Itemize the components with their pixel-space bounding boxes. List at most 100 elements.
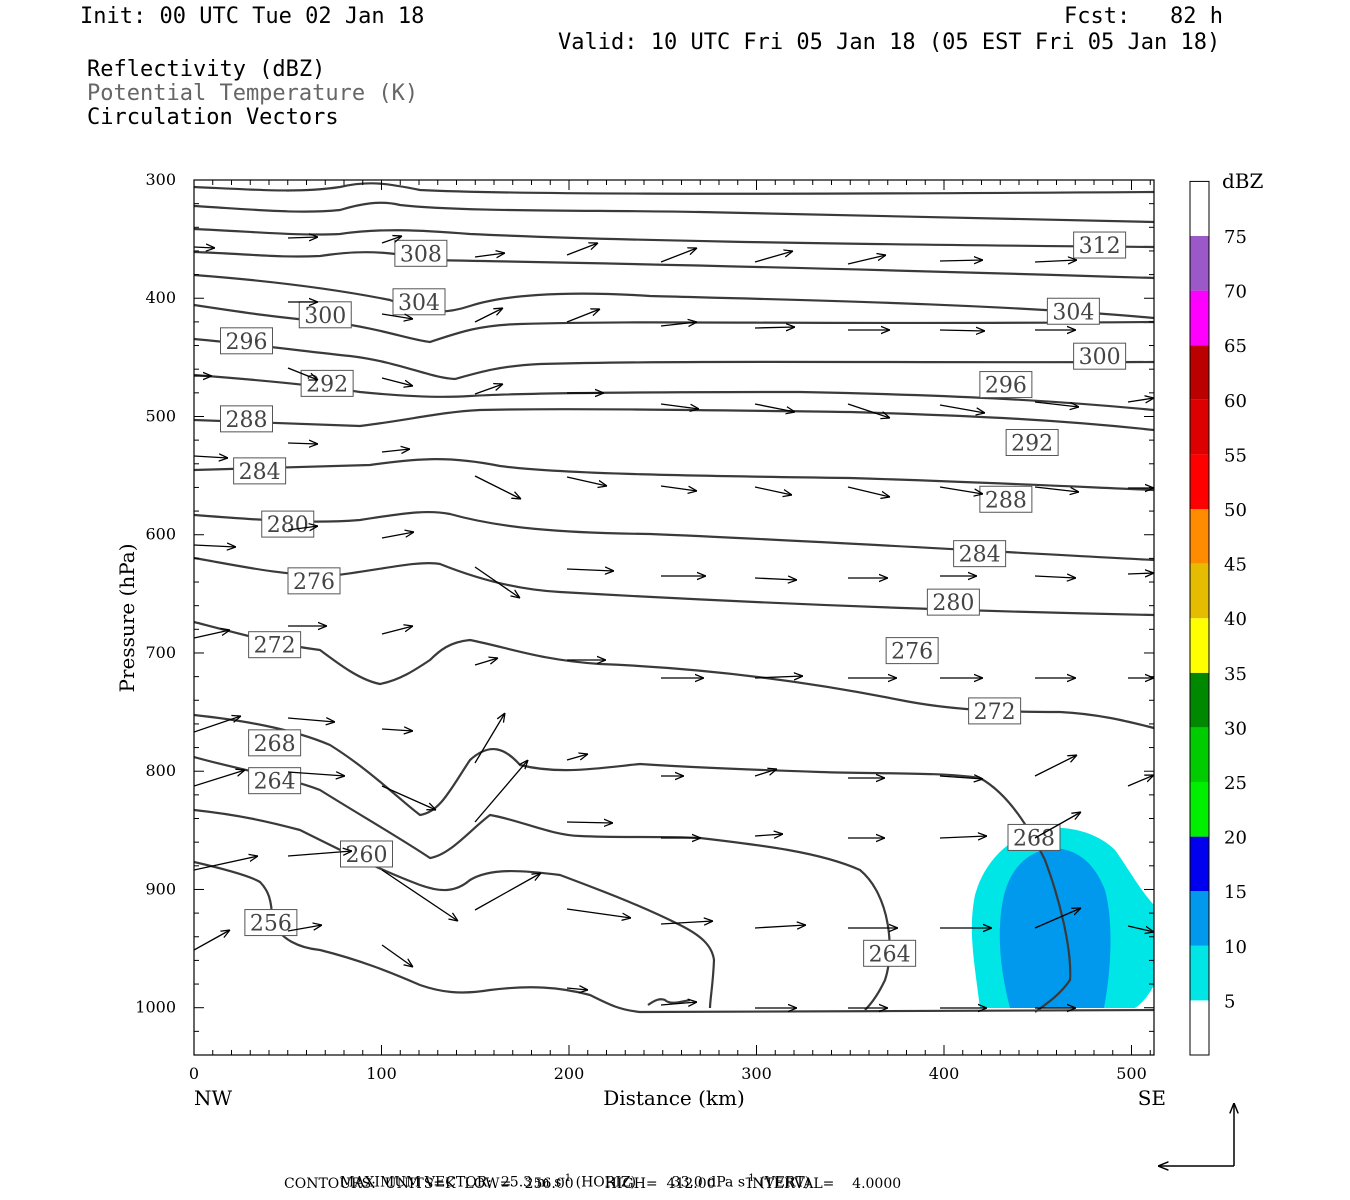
circulation-vector [754, 403, 795, 412]
colorbar-swatch [1190, 399, 1209, 455]
circulation-vector [1034, 755, 1077, 777]
contour-label: 256 [250, 912, 292, 937]
contour-label: 300 [1079, 345, 1121, 370]
contour-label: 264 [869, 942, 911, 967]
circulation-vector [566, 754, 588, 761]
contour-label-box [926, 588, 980, 616]
x-tick-label: 300 [741, 1064, 772, 1083]
contour-label: 304 [398, 291, 440, 316]
circulation-vector [474, 475, 521, 499]
circulation-vector [939, 260, 983, 261]
colorbar-swatch [1190, 672, 1209, 728]
colorbar-tick-label: 60 [1224, 391, 1247, 412]
circulation-vector [474, 384, 503, 395]
contour-label: 296 [985, 374, 1027, 399]
circulation-vector [287, 526, 318, 530]
x-tick-label: 400 [929, 1064, 960, 1083]
circulation-vector [194, 770, 245, 787]
circulation-vector [939, 330, 985, 331]
circulation-vector [939, 836, 987, 838]
y-axis-label: Pressure (hPa) [115, 544, 139, 693]
y-tick-label: 800 [145, 761, 176, 780]
colorbar-tick-label: 20 [1224, 828, 1247, 849]
contour-label: 304 [1052, 300, 1094, 325]
circulation-vector [381, 377, 413, 386]
contour-label: 276 [293, 570, 335, 595]
circulation-vector [194, 247, 215, 248]
contour-label-box [394, 239, 448, 267]
colorbar-tick-label: 5 [1224, 991, 1235, 1012]
circulation-vector [381, 626, 413, 635]
valid-time: Valid: 10 UTC Fri 05 Jan 18 (05 EST Fri … [558, 30, 1221, 55]
circulation-vector [381, 449, 410, 452]
circulation-vector [194, 716, 241, 733]
colorbar-tick-label: 70 [1224, 282, 1247, 303]
contour-label: 260 [346, 843, 388, 868]
colorbar-swatch [1190, 1000, 1209, 1055]
circulation-vector [754, 486, 792, 495]
contour-label-box [248, 729, 302, 757]
colorbar-swatch [1190, 509, 1209, 564]
colorbar-swatch [1190, 563, 1209, 619]
contour-label-box [1073, 231, 1127, 259]
circulation-vector [474, 308, 503, 323]
y-tick-label: 1000 [135, 998, 176, 1017]
circulation-vector [754, 834, 783, 836]
contour-label-box [968, 697, 1022, 725]
contour-label-box [1005, 429, 1059, 456]
plot-frame [193, 179, 1155, 1056]
contours-info: CONTOURS: UNITS=K LOW= 256.00 HIGH= 412.… [284, 1176, 902, 1192]
field-vectors: Circulation Vectors [87, 105, 339, 130]
vert-exponent: -1 [745, 1173, 755, 1184]
circulation-vector [1034, 812, 1081, 839]
contour-labels: 308 312 304 304 300 300 296 296 292 292 288 288 284 2… [220, 231, 1127, 967]
circulation-vector [566, 822, 613, 823]
contour-label: 280 [932, 591, 974, 616]
colorbar-unit: dBZ [1222, 169, 1264, 193]
y-tick-label: 400 [145, 288, 176, 307]
circulation-vector [474, 713, 505, 764]
circulation-vector [194, 545, 236, 547]
x-right-label: SE [1138, 1086, 1166, 1110]
contour-label-box [220, 405, 273, 433]
contour-label: 272 [974, 700, 1016, 725]
reflectivity-10-region [999, 848, 1111, 1008]
colorbar-swatch [1190, 290, 1209, 346]
circulation-vector [381, 785, 436, 810]
circulation-vector [381, 869, 458, 921]
y-tick-label: 700 [145, 643, 176, 662]
x-tick-label: 500 [1116, 1064, 1147, 1083]
circulation-vector [754, 676, 803, 678]
circulation-vector [754, 925, 806, 928]
colorbar-frame [1189, 180, 1210, 1056]
contour-label: 288 [226, 408, 268, 433]
circulation-vector [287, 718, 335, 722]
circulation-vector [194, 930, 230, 951]
circulation-vector [194, 856, 258, 871]
circulation-vector [287, 851, 352, 857]
y-tick-label: 900 [145, 879, 176, 898]
circulation-vector [754, 327, 795, 328]
colorbar-tick-label: 15 [1224, 882, 1247, 903]
circulation-vector [566, 476, 607, 486]
contour-label: 272 [254, 634, 296, 659]
circulation-vector [1034, 401, 1079, 407]
contour-label: 296 [226, 330, 268, 355]
contour-label: 268 [254, 732, 296, 757]
colorbar-tick-label: 10 [1224, 937, 1247, 958]
circulation-vector [847, 486, 890, 497]
axis-ticks [193, 179, 1154, 1056]
contour-label: 300 [304, 304, 346, 329]
colorbar-tick-label: 40 [1224, 609, 1247, 630]
circulation-vector [847, 255, 886, 265]
contour-label-box [979, 371, 1033, 399]
contour-label-box [392, 288, 446, 316]
colorbar-swatch [1190, 727, 1209, 782]
contour-label: 292 [306, 372, 348, 397]
colorbar-swatch [1190, 454, 1209, 509]
contour-label-box [287, 567, 341, 595]
y-tick-label: 500 [145, 406, 176, 425]
circulation-vector [566, 569, 614, 571]
circulation-vector [660, 1002, 697, 1005]
